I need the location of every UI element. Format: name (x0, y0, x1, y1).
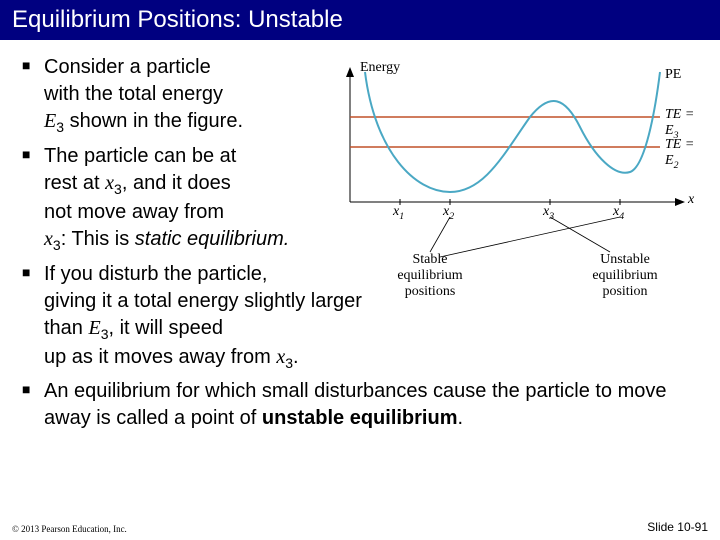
te3-label: TE = E3 (665, 107, 710, 141)
x4-label: x4 (613, 204, 624, 222)
x-axis-label: x (688, 192, 694, 208)
stable-label: Stable equilibrium positions (380, 252, 480, 300)
stable-pointer-1 (430, 217, 450, 252)
x-axis-arrow (675, 198, 685, 206)
unstable-label: Unstable equilibrium position (575, 252, 675, 300)
x2-label: x2 (443, 204, 454, 222)
x1-label: x1 (393, 204, 404, 222)
x3-label: x3 (543, 204, 554, 222)
energy-diagram: Energy PE TE = E3 TE = E2 x x1 x2 x3 x4 … (320, 52, 710, 302)
pe-label: PE (665, 67, 681, 83)
slide-title-bar: Equilibrium Positions: Unstable (0, 0, 720, 40)
slide-number: Slide 10-91 (647, 520, 708, 534)
y-axis-arrow (346, 67, 354, 77)
pe-curve (365, 72, 660, 192)
copyright: © 2013 Pearson Education, Inc. (12, 524, 127, 534)
slide-title: Equilibrium Positions: Unstable (12, 6, 343, 33)
unstable-pointer (550, 217, 610, 252)
stable-pointer-2 (440, 217, 620, 257)
energy-axis-label: Energy (360, 60, 400, 76)
te2-label: TE = E2 (665, 137, 710, 171)
bullet-item: An equilibrium for which small disturban… (22, 378, 698, 432)
